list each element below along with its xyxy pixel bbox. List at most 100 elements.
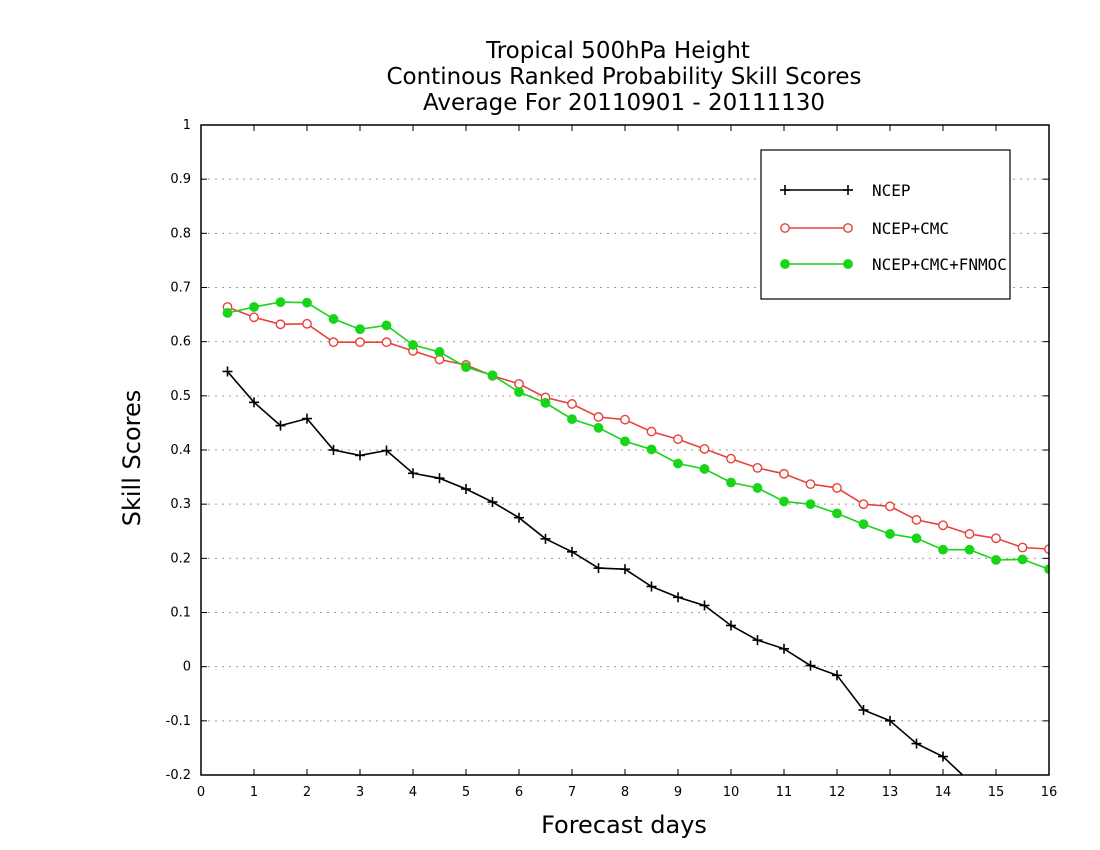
data-point-ncep-cmc-fnmoc xyxy=(858,519,869,530)
data-point-ncep xyxy=(858,705,869,715)
data-point-ncep-cmc xyxy=(355,337,365,348)
x-tick-label: 13 xyxy=(882,785,899,800)
y-tick-label: 0.6 xyxy=(170,335,191,350)
data-point-ncep-cmc-fnmoc xyxy=(408,340,418,350)
x-tick-label: 0 xyxy=(197,785,205,800)
y-tick-label: 0.2 xyxy=(170,551,191,566)
y-tick-label: 0.1 xyxy=(170,606,191,621)
y-axis-label: Skill Scores xyxy=(118,390,146,527)
data-point-ncep-cmc xyxy=(911,514,922,525)
data-point-ncep-cmc-fnmoc xyxy=(620,436,630,447)
x-tick-label: 10 xyxy=(723,785,740,800)
data-point-ncep xyxy=(673,592,683,603)
data-point-ncep xyxy=(620,564,630,575)
y-tick-label: 0.9 xyxy=(170,172,191,187)
data-point-ncep xyxy=(911,738,922,749)
y-tick-label: 0.4 xyxy=(170,443,191,458)
data-point-ncep-cmc-fnmoc xyxy=(514,387,524,397)
data-point-ncep xyxy=(275,420,286,431)
y-tick-label: -0.1 xyxy=(166,714,191,729)
data-point-ncep-cmc xyxy=(673,434,683,445)
data-point-ncep-cmc xyxy=(991,533,1001,544)
x-tick-label: 3 xyxy=(356,785,364,800)
data-point-ncep-cmc xyxy=(964,529,975,539)
data-point-ncep xyxy=(567,546,577,557)
series-lines xyxy=(226,301,1049,775)
data-point-ncep-cmc-fnmoc xyxy=(222,308,233,318)
series-line-ncep-cmc xyxy=(227,306,1049,550)
data-point-ncep-cmc xyxy=(805,479,816,490)
x-tick-label: 7 xyxy=(568,785,576,800)
data-point-ncep xyxy=(381,445,392,456)
data-point-ncep xyxy=(699,600,710,611)
data-point-ncep-cmc xyxy=(885,501,895,512)
data-point-ncep xyxy=(408,468,418,479)
data-point-ncep-cmc xyxy=(858,499,869,510)
legend-marker-ncep-cmc xyxy=(843,223,853,233)
data-point-ncep xyxy=(805,660,816,671)
data-point-ncep-cmc-fnmoc xyxy=(699,464,710,474)
data-point-ncep-cmc-fnmoc xyxy=(381,320,392,331)
data-point-ncep-cmc-fnmoc xyxy=(434,347,445,357)
legend-label-ncep-cmc-fnmoc: NCEP+CMC+FNMOC xyxy=(872,255,1007,274)
legend-marker-ncep-cmc xyxy=(780,223,790,233)
data-point-ncep-cmc-fnmoc xyxy=(275,297,286,308)
x-tick-label: 11 xyxy=(776,785,793,800)
y-tick-label: -0.2 xyxy=(166,768,191,783)
x-tick-label: 16 xyxy=(1041,785,1058,800)
y-tick-label: 0.3 xyxy=(170,497,191,512)
data-point-ncep-cmc-fnmoc xyxy=(593,422,604,433)
x-tick-label: 14 xyxy=(935,785,952,800)
x-tick-label: 4 xyxy=(409,785,417,800)
chart-date-range: Average For 20110901 - 20111130 xyxy=(423,90,825,116)
data-point-ncep-cmc-fnmoc xyxy=(302,297,312,308)
x-tick-label: 5 xyxy=(462,785,470,800)
data-point-ncep-cmc-fnmoc xyxy=(938,544,948,555)
data-point-ncep xyxy=(885,715,895,726)
legend-box xyxy=(760,149,1011,300)
x-tick-label: 6 xyxy=(515,785,523,800)
data-point-ncep-cmc-fnmoc xyxy=(328,314,339,324)
data-point-ncep-cmc-fnmoc xyxy=(1017,554,1028,565)
data-point-ncep-cmc-fnmoc xyxy=(646,444,657,455)
data-point-ncep-cmc xyxy=(514,379,524,389)
x-axis-label: Forecast days xyxy=(541,811,707,839)
y-tick-label: 0.8 xyxy=(170,226,191,241)
data-point-ncep xyxy=(302,413,312,424)
data-point-ncep-cmc xyxy=(699,444,710,454)
data-point-ncep xyxy=(222,366,233,377)
data-point-ncep-cmc-fnmoc xyxy=(911,533,922,544)
data-point-ncep-cmc xyxy=(646,426,657,437)
data-point-ncep xyxy=(779,643,789,654)
data-point-ncep xyxy=(832,670,842,681)
legend-marker-ncep-cmc-fnmoc xyxy=(780,259,790,269)
x-tick-label: 9 xyxy=(674,785,682,800)
data-point-ncep xyxy=(461,484,471,494)
data-point-ncep xyxy=(249,397,259,408)
legend: NCEP NCEP+CMC NCEP+CMC+FNMOC xyxy=(760,149,1011,300)
data-point-ncep xyxy=(434,473,445,484)
data-point-ncep xyxy=(646,581,657,592)
data-point-ncep-cmc xyxy=(249,312,259,323)
data-point-ncep-cmc-fnmoc xyxy=(885,529,895,539)
data-point-ncep-cmc xyxy=(381,337,392,348)
data-point-ncep-cmc xyxy=(726,453,736,464)
chart-subtitle: Continous Ranked Probability Skill Score… xyxy=(386,64,861,90)
data-point-ncep-cmc-fnmoc xyxy=(991,555,1001,565)
data-point-ncep-cmc-fnmoc xyxy=(752,483,763,493)
data-point-ncep-cmc xyxy=(302,318,312,329)
data-point-ncep-cmc-fnmoc xyxy=(832,508,842,519)
data-point-ncep-cmc-fnmoc xyxy=(964,544,975,555)
data-point-ncep-cmc xyxy=(328,337,339,348)
legend-label-ncep-cmc: NCEP+CMC xyxy=(872,219,949,238)
data-point-ncep xyxy=(752,635,763,646)
data-point-ncep-cmc-fnmoc xyxy=(540,397,551,408)
data-point-ncep xyxy=(540,533,551,544)
data-point-ncep-cmc-fnmoc xyxy=(249,302,259,312)
y-tick-label: 0.7 xyxy=(170,281,191,296)
data-point-ncep-cmc xyxy=(938,520,948,531)
data-point-ncep-cmc-fnmoc xyxy=(487,370,498,381)
data-point-ncep-cmc-fnmoc xyxy=(567,414,577,425)
data-point-ncep xyxy=(938,751,948,762)
